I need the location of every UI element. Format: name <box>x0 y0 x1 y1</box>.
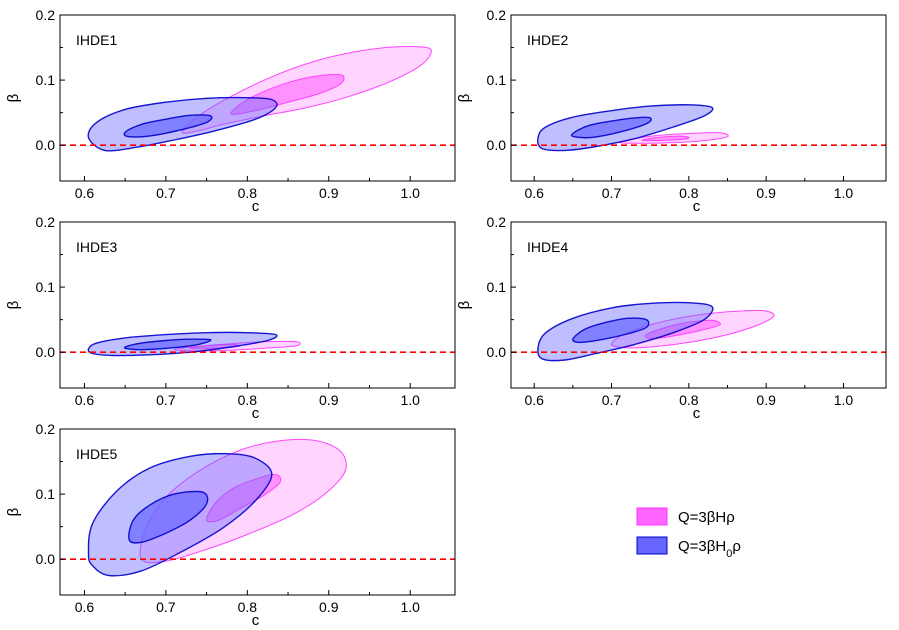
contour-blue-inner <box>570 116 652 139</box>
panel-ihde3: 0.6 0.7 0.8 0.9 1.0 0.0 0.1 0.2 c β IHDE3 <box>5 214 456 422</box>
y-tick-label: 0.2 <box>36 7 56 23</box>
x-tick-label: 1.0 <box>834 392 854 408</box>
x-tick-label: 1.0 <box>834 185 854 201</box>
y-tick-label: 0.1 <box>487 72 507 88</box>
plot-frame <box>510 14 887 182</box>
plot-area <box>60 438 455 577</box>
x-tick-label: 0.8 <box>679 392 699 408</box>
plot-area <box>511 301 886 362</box>
y-tick-label: 0.1 <box>36 486 56 502</box>
y-axis-label: β <box>456 300 473 309</box>
x-tick-label: 0.6 <box>75 185 95 201</box>
x-tick-label: 1.0 <box>400 599 420 615</box>
legend-swatch-blue <box>636 536 668 555</box>
x-tick-label: 0.9 <box>319 599 339 615</box>
y-tick-label: 0.2 <box>487 7 507 23</box>
x-tick-label: 1.0 <box>400 185 420 201</box>
plot-frame <box>59 221 456 389</box>
legend-swatch-magenta <box>636 507 668 526</box>
contour-magenta-inner <box>641 135 690 142</box>
contour-magenta-inner <box>206 474 282 523</box>
y-axis-label: β <box>5 300 22 309</box>
panel-title: IHDE2 <box>527 32 568 48</box>
x-tick-label: 0.8 <box>238 599 258 615</box>
panel-title: IHDE5 <box>76 446 117 462</box>
contour-blue-inner <box>128 490 209 544</box>
plot-area <box>60 331 455 357</box>
x-axis-label: c <box>252 198 260 215</box>
y-tick-label: 0.0 <box>36 344 56 360</box>
panel-ihde4: 0.6 0.7 0.8 0.9 1.0 0.0 0.1 0.2 c β IHDE4 <box>456 214 887 422</box>
x-tick-label: 0.6 <box>75 599 95 615</box>
y-tick-label: 0.2 <box>36 214 56 230</box>
plot-area <box>60 45 455 152</box>
panel-title: IHDE3 <box>76 239 117 255</box>
panel-ihde2: 0.6 0.7 0.8 0.9 1.0 0.0 0.1 0.2 c β IHDE2 <box>456 7 887 215</box>
plot-frame <box>510 221 887 389</box>
x-tick-label: 0.9 <box>319 185 339 201</box>
x-tick-label: 0.8 <box>679 185 699 201</box>
x-tick-label: 0.9 <box>756 392 776 408</box>
panels-layer: 0.6 0.7 0.8 0.9 1.0 0.0 0.1 0.2 c β IHDE1 0.6 0.7 0.8… <box>5 7 887 629</box>
panel-title: IHDE1 <box>76 32 117 48</box>
y-axis-label: β <box>5 507 22 516</box>
x-tick-label: 0.7 <box>156 185 176 201</box>
plot-frame <box>59 14 456 182</box>
x-tick-label: 0.7 <box>156 392 176 408</box>
x-tick-label: 1.0 <box>400 392 420 408</box>
y-tick-label: 0.2 <box>36 421 56 437</box>
panel-title: IHDE4 <box>527 239 568 255</box>
x-tick-label: 0.8 <box>238 392 258 408</box>
panel-ihde5: 0.6 0.7 0.8 0.9 1.0 0.0 0.1 0.2 c β IHDE5 <box>5 421 456 629</box>
y-axis-label: β <box>5 93 22 102</box>
contour-blue-inner <box>123 114 213 138</box>
x-tick-label: 0.6 <box>75 392 95 408</box>
x-axis-label: c <box>693 198 701 215</box>
y-tick-label: 0.1 <box>36 279 56 295</box>
y-tick-label: 0.1 <box>487 279 507 295</box>
x-axis-label: c <box>693 405 701 422</box>
y-tick-label: 0.0 <box>36 137 56 153</box>
x-tick-label: 0.7 <box>602 185 622 201</box>
x-tick-label: 0.7 <box>156 599 176 615</box>
y-tick-label: 0.0 <box>487 137 507 153</box>
x-tick-label: 0.9 <box>756 185 776 201</box>
contour-blue-inner <box>572 317 650 344</box>
y-tick-label: 0.2 <box>487 214 507 230</box>
x-tick-label: 0.8 <box>238 185 258 201</box>
panel-ihde1: 0.6 0.7 0.8 0.9 1.0 0.0 0.1 0.2 c β IHDE1 <box>5 7 456 215</box>
y-tick-label: 0.1 <box>36 72 56 88</box>
legend-label-magenta: Q=3βHρ <box>678 509 735 526</box>
x-axis-label: c <box>252 612 260 629</box>
y-axis-label: β <box>456 93 473 102</box>
x-tick-label: 0.7 <box>602 392 622 408</box>
x-tick-label: 0.6 <box>524 185 544 201</box>
legend: Q=3βHρ Q=3βH0ρ <box>636 507 741 560</box>
x-tick-label: 0.6 <box>524 392 544 408</box>
y-tick-label: 0.0 <box>487 344 507 360</box>
contour-magenta-inner <box>230 73 345 115</box>
plot-area <box>511 104 886 152</box>
x-axis-label: c <box>252 405 260 422</box>
contour-blue-inner <box>123 338 212 351</box>
x-tick-label: 0.9 <box>319 392 339 408</box>
plot-frame <box>59 428 456 596</box>
legend-label-blue: Q=3βH0ρ <box>678 538 741 560</box>
y-tick-label: 0.0 <box>36 551 56 567</box>
